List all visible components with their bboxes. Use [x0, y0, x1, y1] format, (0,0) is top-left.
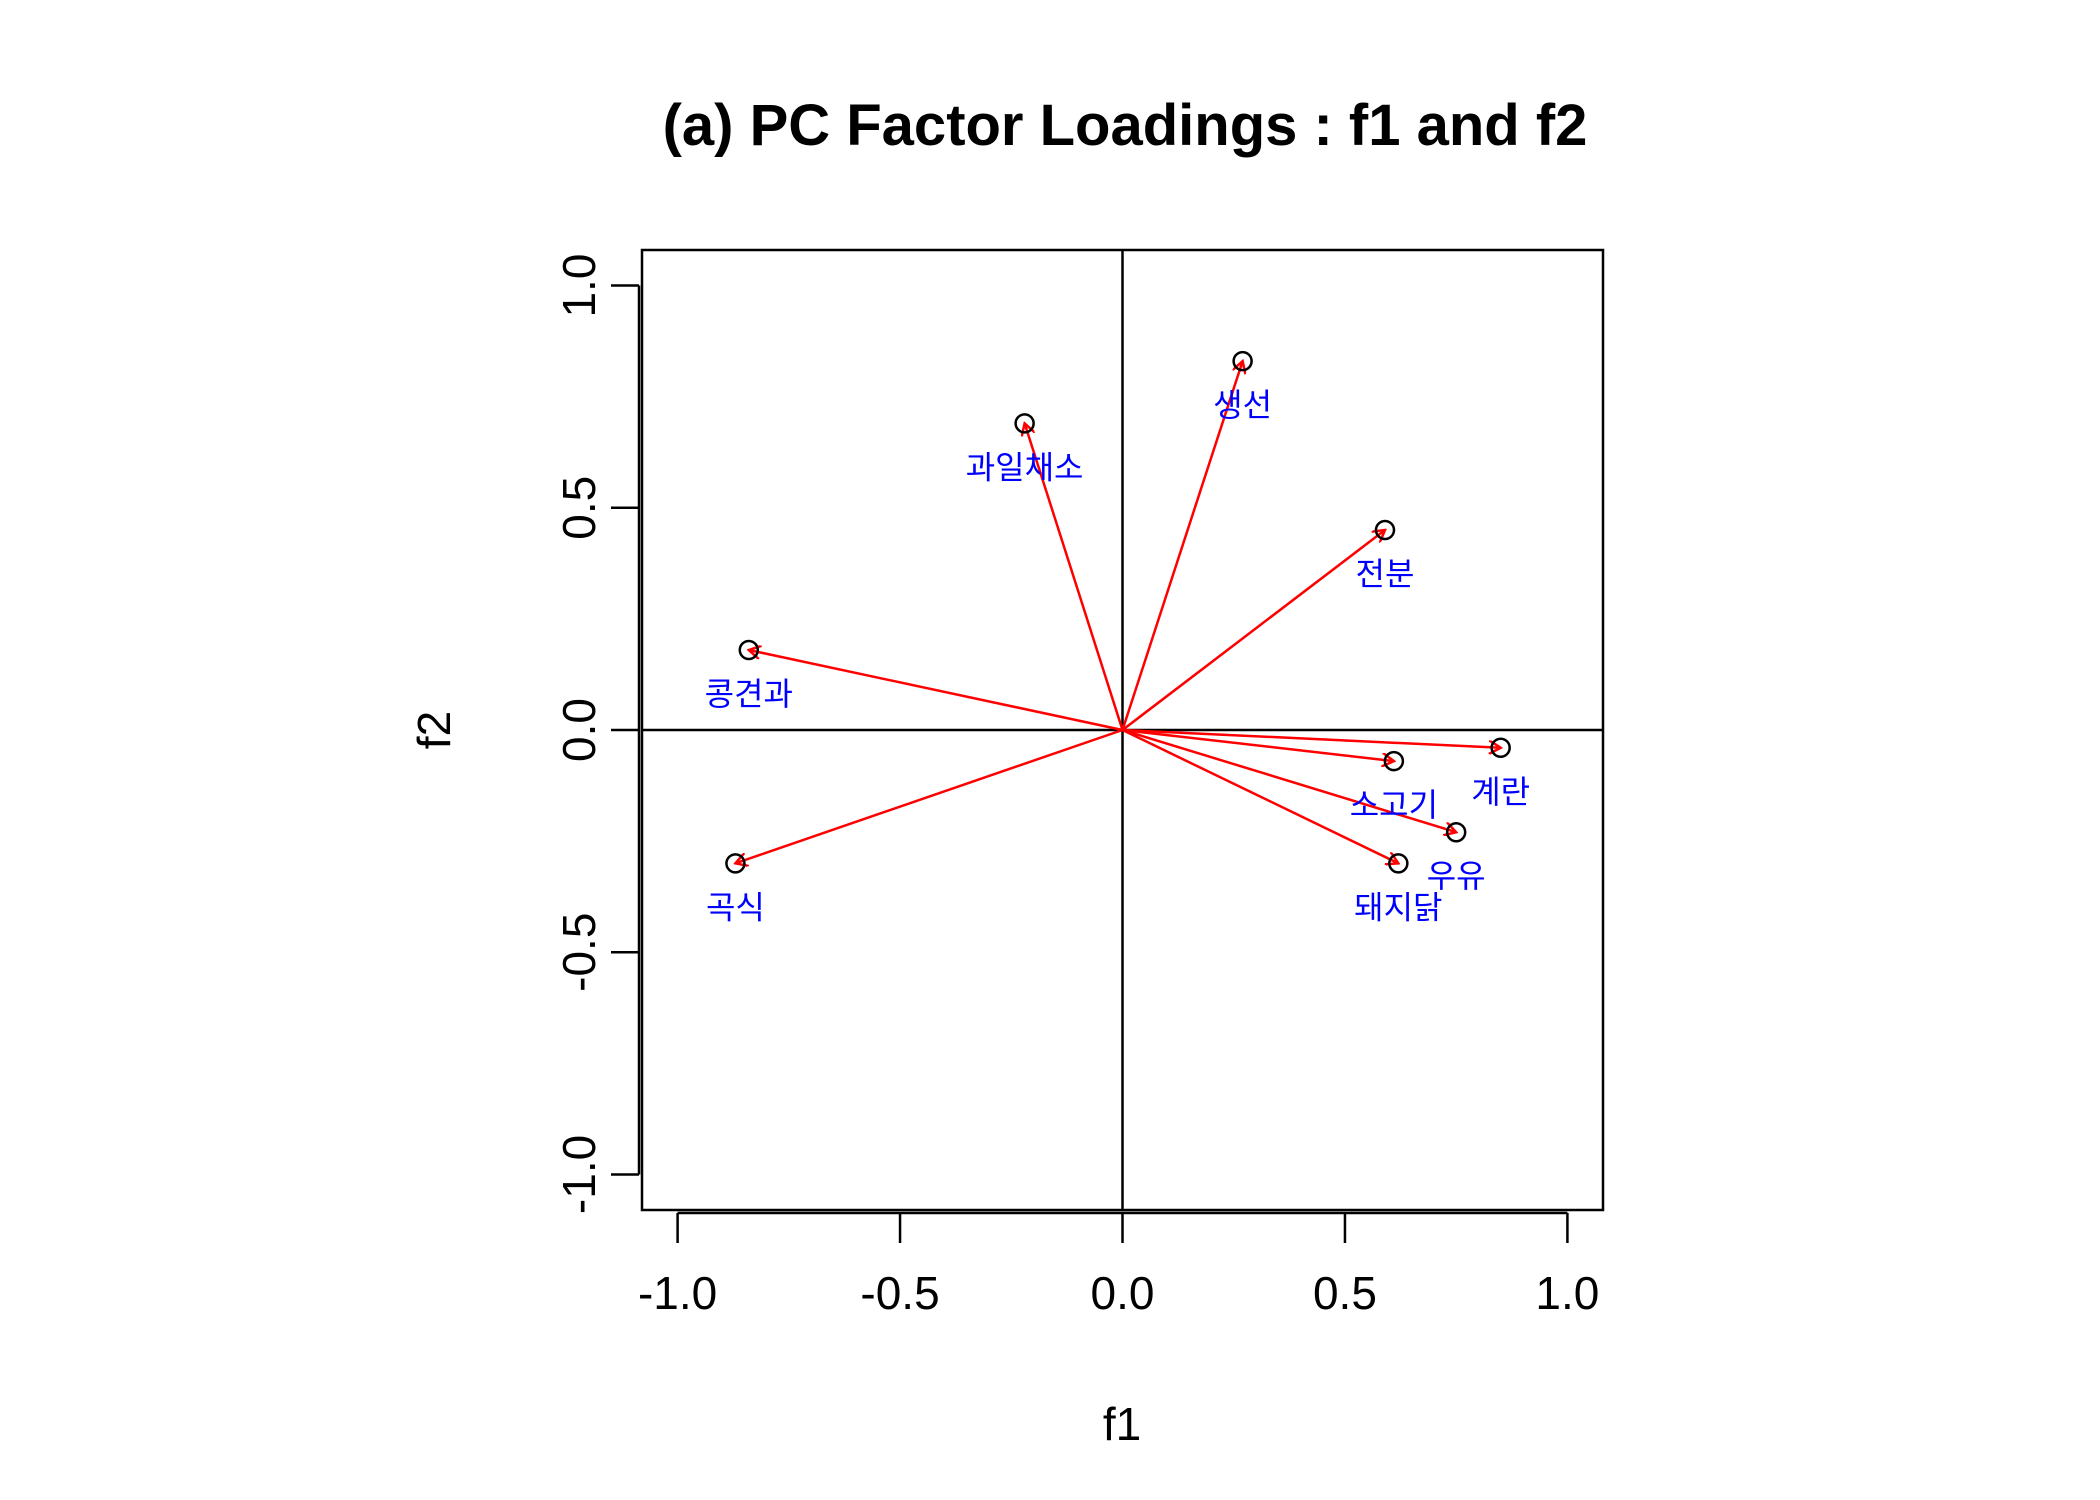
loading-point — [1383, 750, 1405, 772]
loading-arrow — [1121, 361, 1243, 731]
loading-arrow — [1025, 423, 1124, 731]
loading-arrow — [1121, 530, 1385, 731]
point-label: 돼지닭 — [1354, 888, 1442, 926]
point-label: 생선 — [1213, 386, 1272, 424]
loading-point — [1014, 413, 1035, 434]
loading-arrow — [1122, 728, 1501, 748]
x-axis-title: f1 — [1103, 1398, 1141, 1450]
loading-points — [725, 350, 1511, 874]
y-tick-label: 1.0 — [553, 254, 605, 318]
y-tick-label: 0.5 — [553, 476, 605, 540]
loading-arrow — [735, 728, 1123, 863]
loading-point — [1232, 350, 1253, 372]
x-tick-label: 1.0 — [1535, 1267, 1599, 1319]
point-label: 계란 — [1471, 773, 1530, 811]
y-tick-label: -1.0 — [553, 1135, 605, 1214]
x-tick-label: 0.0 — [1091, 1267, 1155, 1319]
point-label: 우유 — [1427, 857, 1486, 895]
y-axis: -1.0 -0.5 0.0 0.5 1.0 — [553, 254, 641, 1214]
x-tick-label: 0.5 — [1313, 1267, 1377, 1319]
chart-title: (a) PC Factor Loadings : f1 and f2 — [663, 93, 1588, 158]
loading-arrow — [1121, 728, 1399, 863]
y-axis-title: f2 — [408, 711, 460, 749]
loading-arrow — [1122, 728, 1394, 761]
loading-point — [1490, 737, 1511, 759]
loading-arrow — [749, 650, 1123, 732]
y-tick-label: -0.5 — [553, 913, 605, 992]
loading-arrows — [735, 361, 1500, 863]
x-tick-label: -0.5 — [860, 1267, 939, 1319]
loading-arrow — [1122, 728, 1457, 832]
point-label: 콩견과 — [705, 675, 793, 713]
x-tick-label: -1.0 — [638, 1267, 717, 1319]
point-label: 소고기 — [1350, 786, 1438, 824]
loading-point — [738, 639, 760, 661]
point-label: 과일채소 — [966, 448, 1084, 486]
loading-point — [725, 853, 746, 874]
x-axis: -1.0 -0.5 0.0 0.5 1.0 — [638, 1211, 1599, 1319]
point-label: 곡식 — [706, 888, 765, 926]
loading-point — [1374, 519, 1396, 541]
loading-point — [1388, 853, 1409, 874]
point-label: 전분 — [1356, 555, 1415, 593]
loading-point — [1445, 821, 1467, 843]
y-tick-label: 0.0 — [553, 698, 605, 762]
